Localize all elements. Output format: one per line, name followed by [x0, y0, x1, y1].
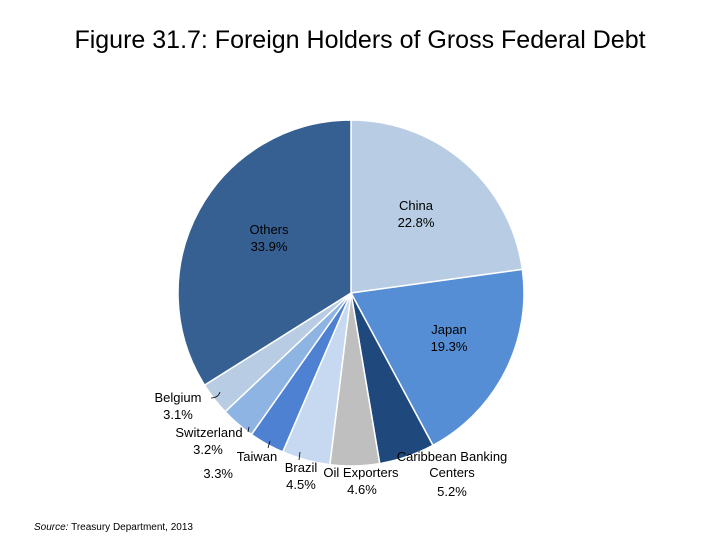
slice-pct-belgium: 3.1% — [163, 407, 193, 422]
slice-pct-taiwan: 3.3% — [203, 466, 233, 481]
slice-label-brazil: Brazil — [285, 460, 318, 475]
slice-pct-oil-exporters: 4.6% — [347, 482, 377, 497]
chart-title: Figure 31.7: Foreign Holders of Gross Fe… — [74, 26, 646, 54]
source-prefix: Source: — [34, 522, 69, 533]
source-note: Source: Treasury Department, 2013 — [34, 522, 193, 533]
leader-line-belgium — [210, 391, 221, 399]
leader-line-taiwan — [267, 440, 271, 449]
leader-line-brazil — [298, 451, 301, 461]
leader-line-switzerland — [247, 426, 250, 433]
slice-label-china: China — [399, 198, 434, 213]
slice-label-oil-exporters: Oil Exporters — [323, 465, 399, 480]
slice-label-taiwan: Taiwan — [237, 449, 277, 464]
pie-slice-others — [177, 119, 352, 387]
source-text: Treasury Department, 2013 — [71, 522, 193, 533]
slice-label-caribbean-banking-centers: Caribbean Banking Centers — [397, 449, 508, 480]
slice-labels: China 22.8% Japan 19.3% Caribbean Banking Cen… — [155, 198, 508, 499]
slice-pct-others: 33.9% — [251, 239, 288, 254]
slice-label-belgium: Belgium — [155, 390, 202, 405]
slice-pct-japan: 19.3% — [431, 339, 468, 354]
pie-slices — [177, 119, 525, 467]
slice-pct-switzerland: 3.2% — [193, 442, 223, 457]
slice-pct-brazil: 4.5% — [286, 477, 316, 492]
slice-label-switzerland: Switzerland — [175, 425, 242, 440]
pie-slice-japan — [349, 268, 525, 447]
pie-slice-china — [350, 119, 524, 294]
slice-label-japan: Japan — [431, 322, 466, 337]
slice-pct-china: 22.8% — [398, 215, 435, 230]
leader-lines — [210, 391, 301, 461]
slice-pct-caribbean-banking-centers: 5.2% — [437, 484, 467, 499]
slice-label-others: Others — [249, 222, 289, 237]
